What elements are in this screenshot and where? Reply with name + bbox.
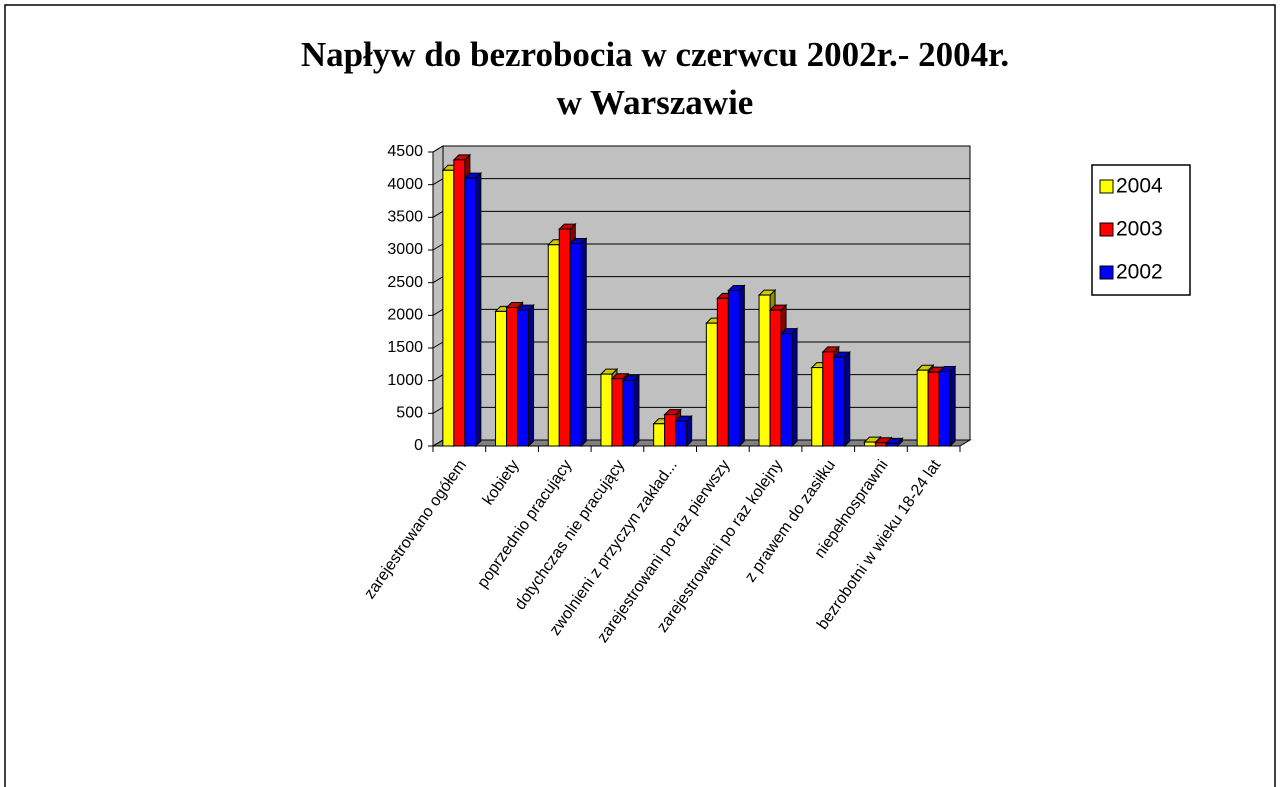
legend-swatch xyxy=(1099,179,1114,194)
grid-line xyxy=(432,406,444,414)
bar-top-shade xyxy=(622,375,639,381)
legend-swatch xyxy=(1099,222,1114,237)
bar-top-shade xyxy=(464,173,481,179)
x-tick-label: z prawem do zasiłku xyxy=(742,457,839,585)
bar-top-shade xyxy=(875,437,892,443)
x-tick-label: zarejestrowano ogółem xyxy=(361,457,470,602)
bar-top-shade xyxy=(770,305,787,311)
bar-top-shade xyxy=(453,154,470,160)
grid-line xyxy=(432,178,444,186)
bar xyxy=(464,177,477,447)
bar xyxy=(885,442,898,447)
grid-line xyxy=(432,439,444,447)
bar-top-shade xyxy=(600,369,617,375)
y-tick-label: 3000 xyxy=(387,241,423,258)
bar-top-shade xyxy=(611,373,628,379)
grid-line xyxy=(432,276,444,284)
legend-swatch xyxy=(1099,265,1114,280)
bar xyxy=(758,294,771,447)
bar-top-shade xyxy=(675,416,692,422)
bar xyxy=(506,306,519,447)
legend-label: 2003 xyxy=(1116,218,1163,241)
bar xyxy=(874,442,887,447)
bar xyxy=(453,159,466,447)
bar xyxy=(622,380,635,447)
bar xyxy=(569,242,582,447)
y-tick-label: 2000 xyxy=(387,307,423,324)
bar xyxy=(716,297,729,447)
x-tick-label: poprzednio pracujący xyxy=(474,457,575,591)
bar-top-shade xyxy=(939,366,956,372)
bar-side-shade xyxy=(633,375,639,446)
y-tick-label: 1500 xyxy=(387,339,423,356)
bar xyxy=(664,414,677,447)
bar xyxy=(517,309,530,447)
bar xyxy=(769,309,782,447)
bar xyxy=(916,369,929,447)
legend-label: 2002 xyxy=(1116,261,1163,284)
y-tick-label: 4500 xyxy=(387,143,423,160)
bar xyxy=(547,244,560,447)
bar-top-shade xyxy=(506,302,523,308)
bar xyxy=(442,169,455,447)
bar-top-shade xyxy=(570,238,587,244)
bar-side-shade xyxy=(528,305,534,446)
bar-top-shade xyxy=(864,437,881,443)
bar xyxy=(811,367,824,447)
bar xyxy=(927,371,940,447)
y-tick-label: 1000 xyxy=(387,372,423,389)
grid-line xyxy=(432,243,444,251)
y-tick-label: 2500 xyxy=(387,274,423,291)
side-wall xyxy=(432,145,444,447)
bar xyxy=(675,420,688,447)
bar xyxy=(600,373,613,447)
bar-top-shade xyxy=(833,352,850,358)
bar-top-shade xyxy=(822,346,839,352)
bar-side-shade xyxy=(739,285,745,446)
bar xyxy=(833,356,846,447)
grid-line xyxy=(432,210,444,218)
bar-top-shade xyxy=(759,290,776,296)
bar-top-shade xyxy=(917,365,934,371)
bar-top-shade xyxy=(886,438,903,444)
x-tick-label: kobiety xyxy=(480,457,523,508)
grid-line xyxy=(432,145,444,153)
bar-top-shade xyxy=(781,328,798,334)
bar xyxy=(938,371,951,447)
grid-line xyxy=(432,341,444,349)
chart-title: Napływ do bezrobocia w czerwcu 2002r.- 2… xyxy=(301,35,1009,74)
bar xyxy=(705,322,718,447)
bar-top-shade xyxy=(728,285,745,291)
bar xyxy=(727,290,740,447)
bar-side-shade xyxy=(686,416,692,446)
x-tick-label: dotychczas nie pracujący xyxy=(512,457,628,613)
bar xyxy=(558,228,571,447)
bar xyxy=(653,423,666,447)
bar xyxy=(822,351,835,447)
bar-side-shade xyxy=(792,328,798,446)
bar xyxy=(780,333,793,447)
chart-frame xyxy=(4,4,1276,787)
bar xyxy=(495,310,508,447)
bar-side-shade xyxy=(581,238,587,446)
bar-top-shade xyxy=(517,305,534,311)
grid-line xyxy=(432,308,444,316)
bar xyxy=(611,378,624,447)
grid-line xyxy=(432,374,444,382)
y-tick-label: 4000 xyxy=(387,176,423,193)
bar xyxy=(863,441,876,447)
bar-side-shade xyxy=(844,352,850,446)
y-tick-label: 500 xyxy=(396,405,423,422)
bar-side-shade xyxy=(475,173,481,446)
bar-side-shade xyxy=(950,366,956,446)
bar-top-shade xyxy=(559,224,576,230)
y-tick-label: 3500 xyxy=(387,209,423,226)
legend-label: 2004 xyxy=(1116,175,1163,198)
chart-title: w Warszawie xyxy=(557,83,754,122)
bar-top-shade xyxy=(664,409,681,415)
y-tick-label: 0 xyxy=(414,437,423,454)
